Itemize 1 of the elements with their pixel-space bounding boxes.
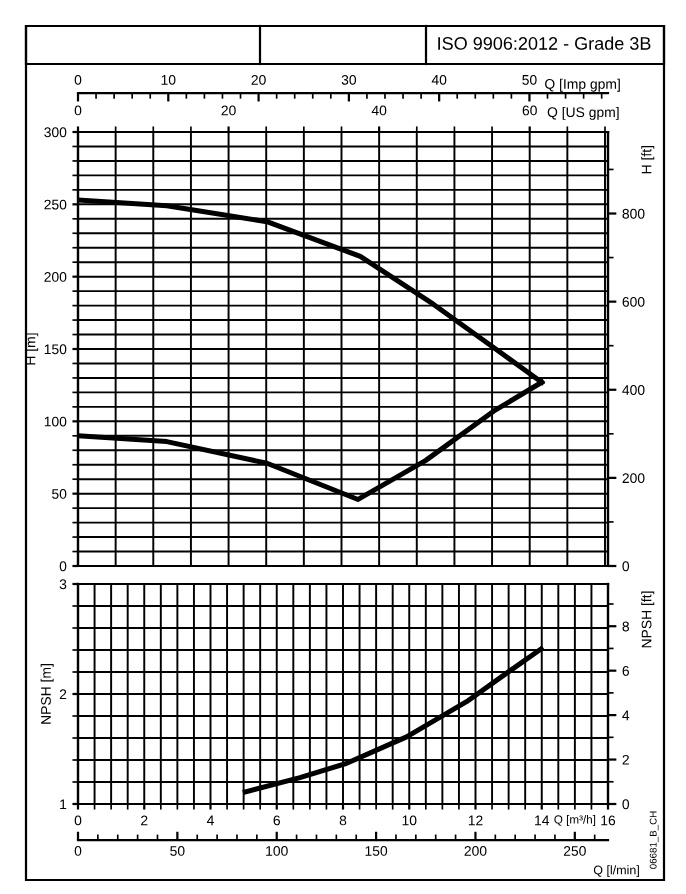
chart-title: ISO 9906:2012 - Grade 3B (438, 36, 651, 50)
